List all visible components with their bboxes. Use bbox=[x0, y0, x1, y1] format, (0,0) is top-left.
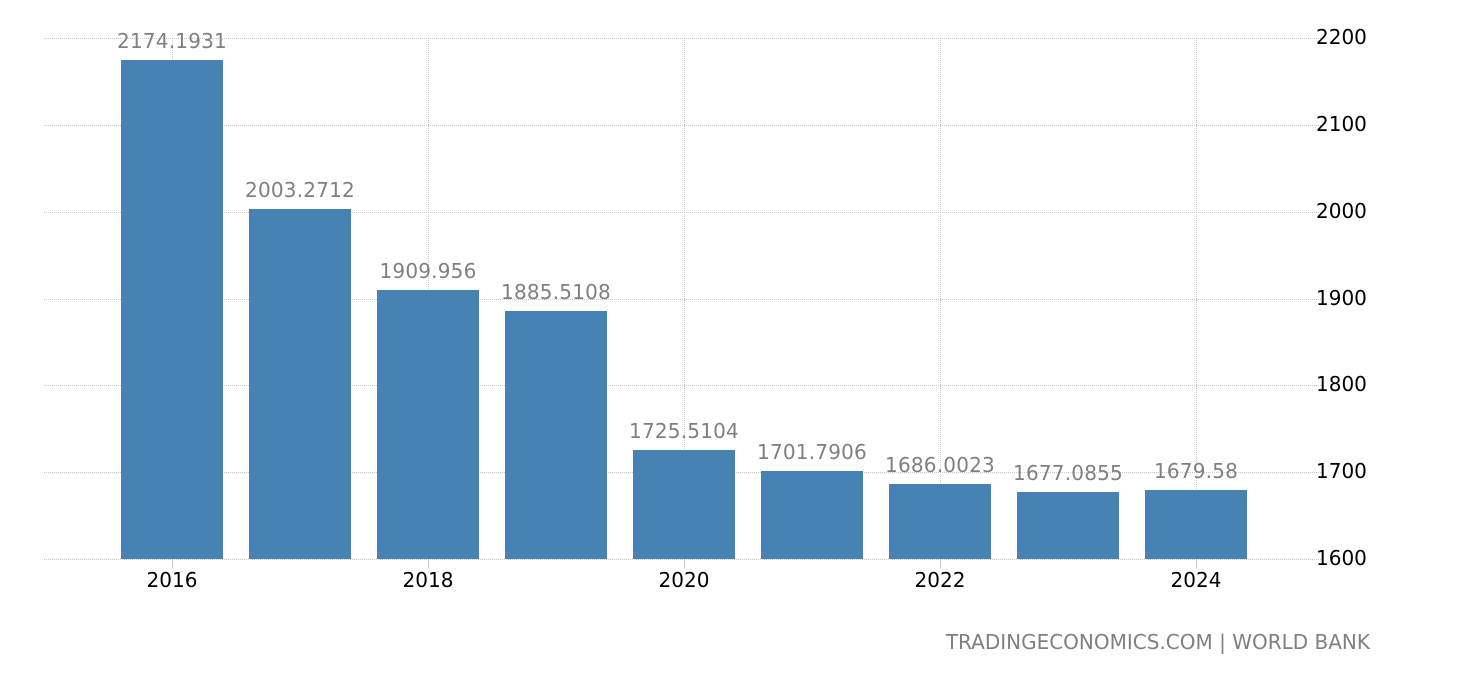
bar-value-label: 2174.1931 bbox=[117, 29, 227, 53]
bar-value-label: 1677.0855 bbox=[1013, 461, 1123, 485]
bar-2024 bbox=[1145, 490, 1247, 559]
bar-value-label: 1885.5108 bbox=[501, 280, 611, 304]
bar-2020 bbox=[633, 450, 735, 559]
bar-2022 bbox=[889, 484, 991, 559]
bar-2017 bbox=[249, 209, 351, 559]
gridline-horizontal bbox=[44, 385, 1323, 386]
y-tick-label: 2000 bbox=[1316, 199, 1367, 223]
gridline-horizontal bbox=[44, 559, 1323, 560]
bar-value-label: 1686.0023 bbox=[885, 453, 995, 477]
source-credit: TRADINGECONOMICS.COM | WORLD BANK bbox=[945, 630, 1370, 654]
gridline-vertical bbox=[1196, 38, 1197, 559]
x-tick-mark bbox=[940, 559, 941, 568]
gridline-horizontal bbox=[44, 212, 1323, 213]
bar-2019 bbox=[505, 311, 607, 559]
gridline-vertical bbox=[684, 38, 685, 559]
bar-2016 bbox=[121, 60, 223, 559]
y-tick-label: 1900 bbox=[1316, 286, 1367, 310]
x-tick-mark bbox=[1196, 559, 1197, 568]
x-tick-mark bbox=[684, 559, 685, 568]
bar-value-label: 1701.7906 bbox=[757, 440, 867, 464]
bar-value-label: 2003.2712 bbox=[245, 178, 355, 202]
x-tick-mark bbox=[428, 559, 429, 568]
bar-value-label: 1909.956 bbox=[379, 259, 477, 283]
bar-value-label: 1679.58 bbox=[1153, 459, 1239, 483]
bar-value-label: 1725.5104 bbox=[629, 419, 739, 443]
y-tick-label: 2100 bbox=[1316, 112, 1367, 136]
x-tick-label: 2016 bbox=[146, 568, 198, 592]
gridline-vertical bbox=[940, 38, 941, 559]
x-tick-label: 2020 bbox=[658, 568, 710, 592]
bar-2023 bbox=[1017, 492, 1119, 559]
y-tick-label: 2200 bbox=[1316, 25, 1367, 49]
x-tick-label: 2022 bbox=[914, 568, 966, 592]
y-tick-label: 1700 bbox=[1316, 459, 1367, 483]
bar-2018 bbox=[377, 290, 479, 559]
gridline-horizontal bbox=[44, 38, 1323, 39]
bar-2021 bbox=[761, 471, 863, 559]
gridline-horizontal bbox=[44, 125, 1323, 126]
y-tick-label: 1800 bbox=[1316, 372, 1367, 396]
gridline-horizontal bbox=[44, 299, 1323, 300]
x-tick-label: 2024 bbox=[1170, 568, 1222, 592]
x-tick-label: 2018 bbox=[402, 568, 454, 592]
y-tick-label: 1600 bbox=[1316, 546, 1367, 570]
x-tick-mark bbox=[172, 559, 173, 568]
